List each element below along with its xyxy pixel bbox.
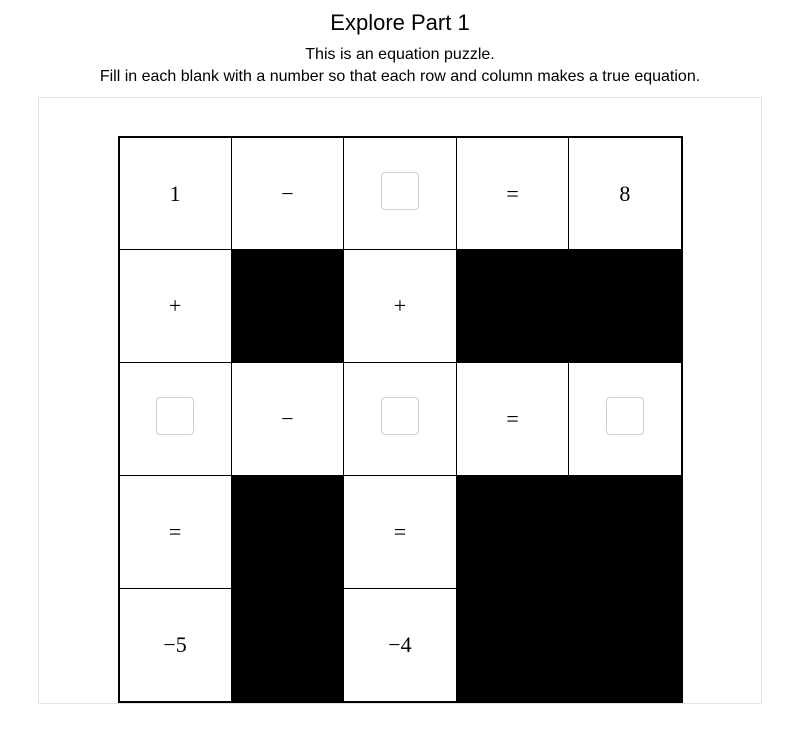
operator-cell: − [231, 137, 344, 250]
grid-row: = = [119, 476, 682, 589]
puzzle-panel: 1 − = 8 + + − = [38, 97, 762, 704]
black-cell [456, 250, 569, 363]
operator-cell: = [456, 137, 569, 250]
operator-cell: + [344, 250, 457, 363]
plus-icon: + [394, 293, 406, 318]
subtitle-line-1: This is an equation puzzle. [305, 46, 494, 63]
blank-input[interactable] [606, 397, 644, 435]
cell-value: 8 [619, 181, 630, 206]
black-cell [569, 476, 682, 589]
subtitle-line-2: Fill in each blank with a number so that… [100, 68, 700, 85]
cell-value: −5 [163, 632, 186, 657]
equals-icon: = [394, 519, 406, 544]
cell-value: −4 [388, 632, 411, 657]
blank-input[interactable] [381, 397, 419, 435]
grid-row: 1 − = 8 [119, 137, 682, 250]
equals-icon: = [506, 406, 518, 431]
black-cell [231, 589, 344, 702]
black-cell [231, 476, 344, 589]
black-cell [569, 250, 682, 363]
number-cell: −5 [119, 589, 232, 702]
page-title: Explore Part 1 [0, 10, 800, 36]
operator-cell: + [119, 250, 232, 363]
number-cell: −4 [344, 589, 457, 702]
input-cell [344, 137, 457, 250]
page-subtitle: This is an equation puzzle. Fill in each… [0, 44, 800, 89]
number-cell: 8 [569, 137, 682, 250]
black-cell [456, 589, 569, 702]
black-cell [456, 476, 569, 589]
blank-input[interactable] [381, 172, 419, 210]
puzzle-grid: 1 − = 8 + + − = [118, 136, 683, 703]
grid-row: −5 −4 [119, 589, 682, 702]
black-cell [231, 250, 344, 363]
cell-value: 1 [170, 181, 181, 206]
number-cell: 1 [119, 137, 232, 250]
grid-row: + + [119, 250, 682, 363]
operator-cell: = [344, 476, 457, 589]
input-cell [344, 363, 457, 476]
operator-cell: = [119, 476, 232, 589]
black-cell [569, 589, 682, 702]
page: Explore Part 1 This is an equation puzzl… [0, 0, 800, 704]
operator-cell: = [456, 363, 569, 476]
grid-row: − = [119, 363, 682, 476]
input-cell [569, 363, 682, 476]
minus-icon: − [281, 181, 293, 206]
equals-icon: = [169, 519, 181, 544]
plus-icon: + [169, 293, 181, 318]
equals-icon: = [506, 181, 518, 206]
input-cell [119, 363, 232, 476]
blank-input[interactable] [156, 397, 194, 435]
minus-icon: − [281, 406, 293, 431]
operator-cell: − [231, 363, 344, 476]
